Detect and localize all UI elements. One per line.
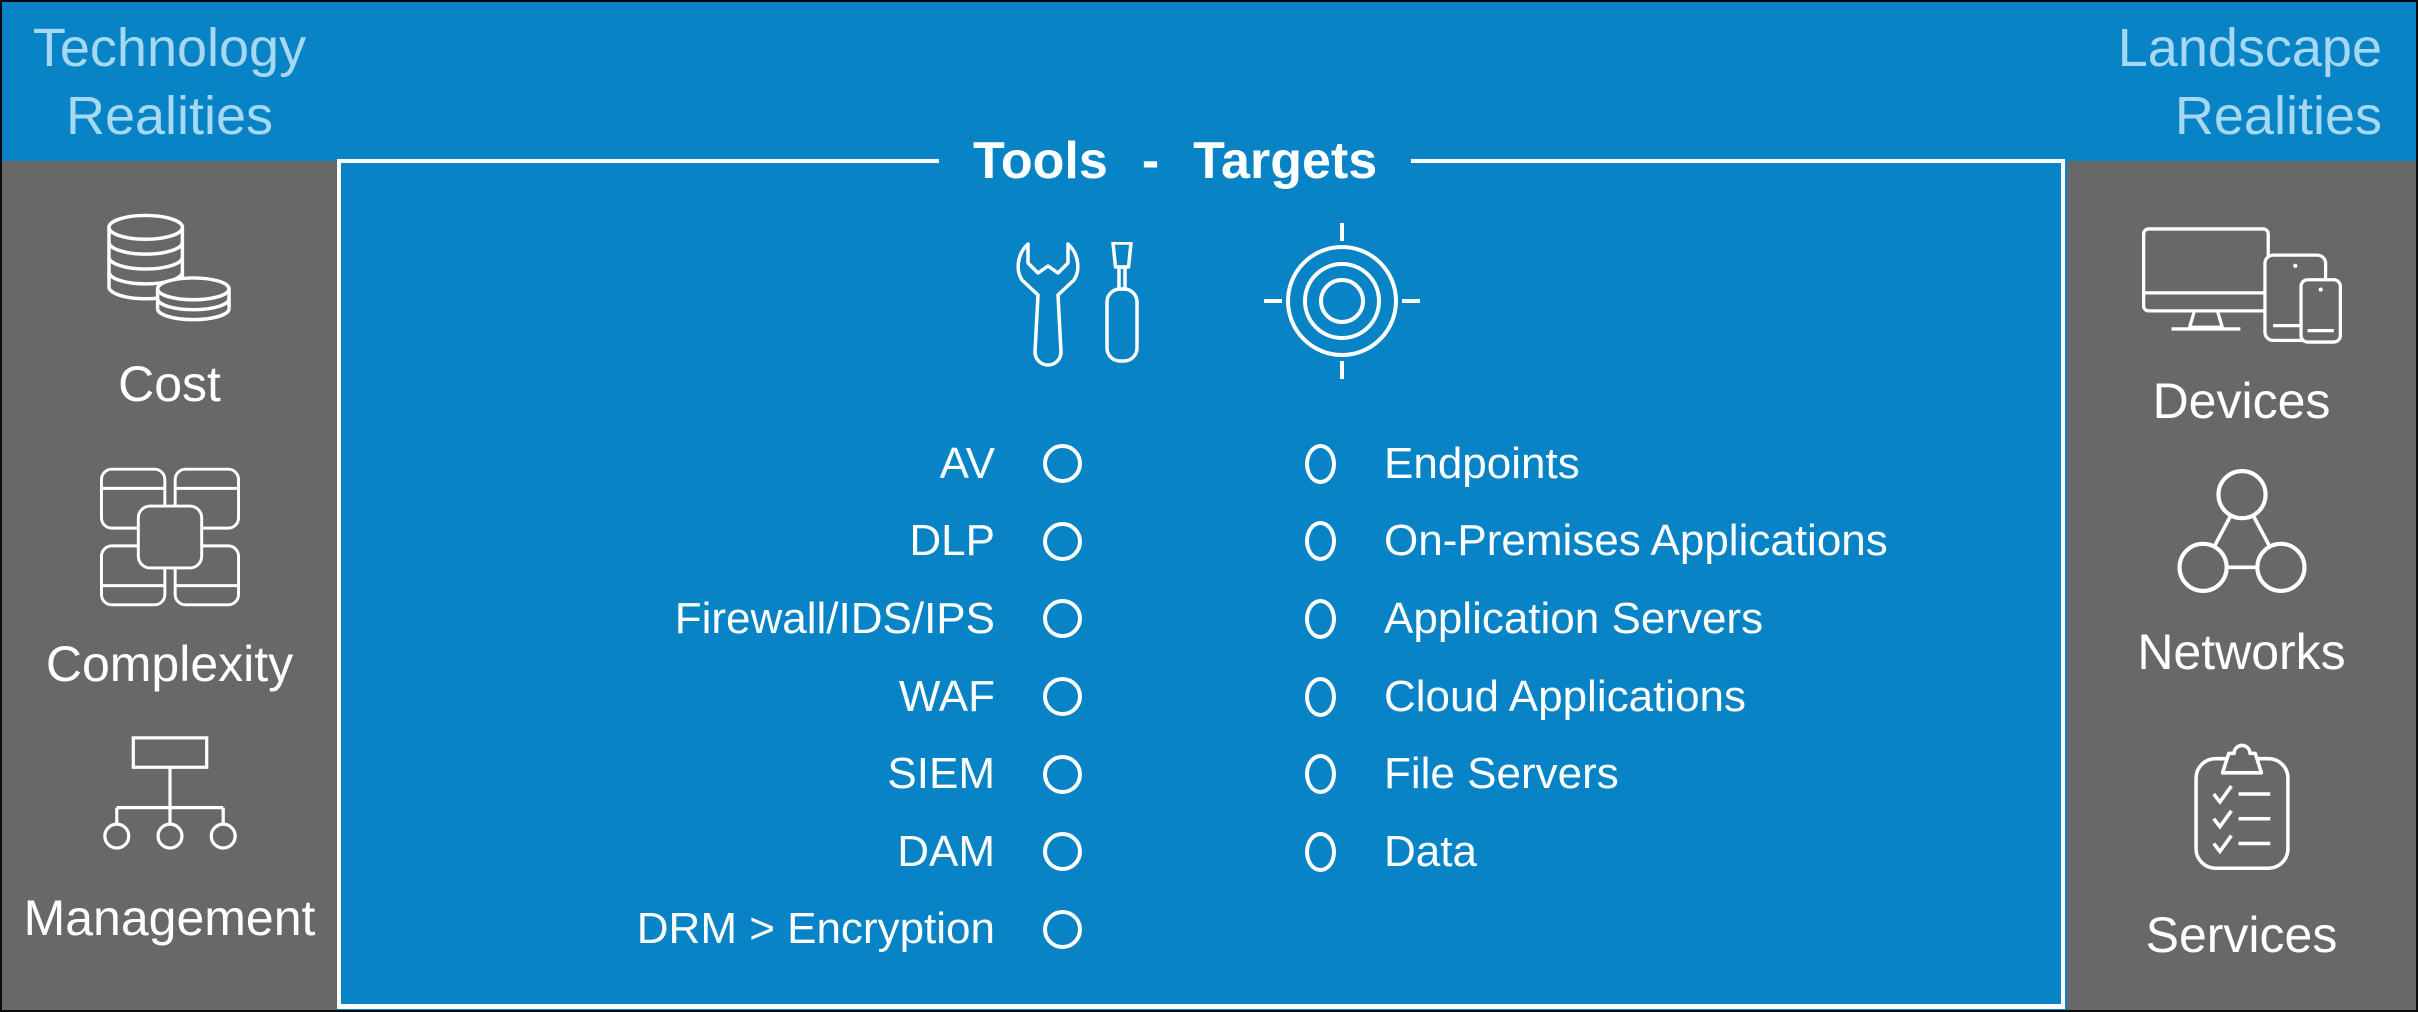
target-row: Endpoints xyxy=(1305,425,1888,503)
target-row: Cloud Applications xyxy=(1305,658,1888,736)
sidebar-item-label: Cost xyxy=(118,356,221,412)
tool-row: AV xyxy=(341,425,1082,503)
tool-label: DLP xyxy=(909,516,995,566)
wrench-screwdriver-icon xyxy=(1016,242,1139,367)
header-right-line1: Landscape xyxy=(2117,18,2382,78)
header-left-line1: Technology xyxy=(32,18,307,78)
tool-row: DLP xyxy=(341,503,1082,581)
tool-dot xyxy=(1043,444,1082,484)
targets-list: Endpoints On-Premises Applications Appli… xyxy=(1305,425,1888,891)
panel-title-tools: Tools xyxy=(973,132,1108,190)
tool-row: SIEM xyxy=(341,735,1082,813)
sidebar-item-label: Complexity xyxy=(45,636,294,692)
tool-label: Firewall/IDS/IPS xyxy=(674,593,995,643)
header-right-line2: Realities xyxy=(2174,86,2382,146)
target-label: Cloud Applications xyxy=(1384,671,1747,721)
tool-label: AV xyxy=(939,438,995,488)
target-dot xyxy=(1305,521,1336,562)
title-line-right xyxy=(1411,159,2065,163)
sidebar-item-label: Services xyxy=(2145,907,2338,963)
sidebar-item-label: Networks xyxy=(2137,624,2346,680)
tool-label: WAF xyxy=(898,671,995,721)
target-label: Application Servers xyxy=(1384,593,1764,643)
target-dot xyxy=(1305,676,1336,717)
clipboard-checklist-icon xyxy=(2193,743,2290,870)
sidebar-item-devices: Devices xyxy=(2067,227,2416,430)
header-left-line2: Realities xyxy=(65,86,274,146)
sidebar-item-management: Management xyxy=(2,735,337,947)
devices-icon xyxy=(2141,227,2342,344)
header-left-title: Technology Realities xyxy=(2,14,337,150)
network-icon xyxy=(2176,469,2307,593)
target-dot xyxy=(1305,443,1336,484)
sidebar-item-label: Devices xyxy=(2152,373,2331,429)
header-right-title: Landscape Realities xyxy=(2067,14,2416,150)
target-label: On-Premises Applications xyxy=(1384,516,1888,566)
tool-dot xyxy=(1043,599,1082,639)
blocks-icon xyxy=(99,467,240,607)
target-icon xyxy=(1264,223,1420,379)
tool-label: SIEM xyxy=(887,749,995,799)
target-row: On-Premises Applications xyxy=(1305,503,1888,581)
tool-dot xyxy=(1043,909,1082,949)
target-label: File Servers xyxy=(1384,749,1619,799)
tool-dot xyxy=(1043,832,1082,872)
sidebar-left: Cost Complexity Management xyxy=(2,161,337,1010)
target-dot xyxy=(1305,754,1336,795)
target-label: Endpoints xyxy=(1384,438,1580,488)
target-row: Application Servers xyxy=(1305,580,1888,658)
coins-icon xyxy=(107,213,231,322)
target-row: Data xyxy=(1305,813,1888,891)
target-label: Data xyxy=(1384,826,1477,876)
sidebar-item-services: Services xyxy=(2067,733,2416,964)
sidebar-right: Devices Networks Services xyxy=(2067,161,2416,1010)
org-chart-icon xyxy=(102,736,237,850)
tool-dot xyxy=(1043,677,1082,717)
tool-row: DRM > Encryption xyxy=(341,891,1082,969)
title-separator-dash: - xyxy=(1141,132,1160,190)
tool-label: DRM > Encryption xyxy=(636,904,995,954)
tool-row: DAM xyxy=(341,813,1082,891)
sidebar-item-complexity: Complexity xyxy=(2,467,337,693)
tool-dot xyxy=(1043,754,1082,794)
tool-row: WAF xyxy=(341,658,1082,736)
sidebar-item-label: Management xyxy=(23,890,316,946)
target-dot xyxy=(1305,598,1336,639)
tool-dot xyxy=(1043,521,1082,561)
target-dot xyxy=(1305,831,1336,872)
tool-row: Firewall/IDS/IPS xyxy=(341,580,1082,658)
panel-title: Tools - Targets xyxy=(337,130,2065,192)
target-row: File Servers xyxy=(1305,735,1888,813)
tools-list: AV DLP Firewall/IDS/IPS WAF SIEM DAM xyxy=(341,425,1082,968)
title-line-left xyxy=(337,159,939,163)
tools-targets-panel: Tools - Targets AV xyxy=(337,132,2065,1009)
panel-title-targets: Targets xyxy=(1193,132,1378,190)
sidebar-item-cost: Cost xyxy=(2,213,337,413)
sidebar-item-networks: Networks xyxy=(2067,468,2416,681)
tool-label: DAM xyxy=(897,826,995,876)
